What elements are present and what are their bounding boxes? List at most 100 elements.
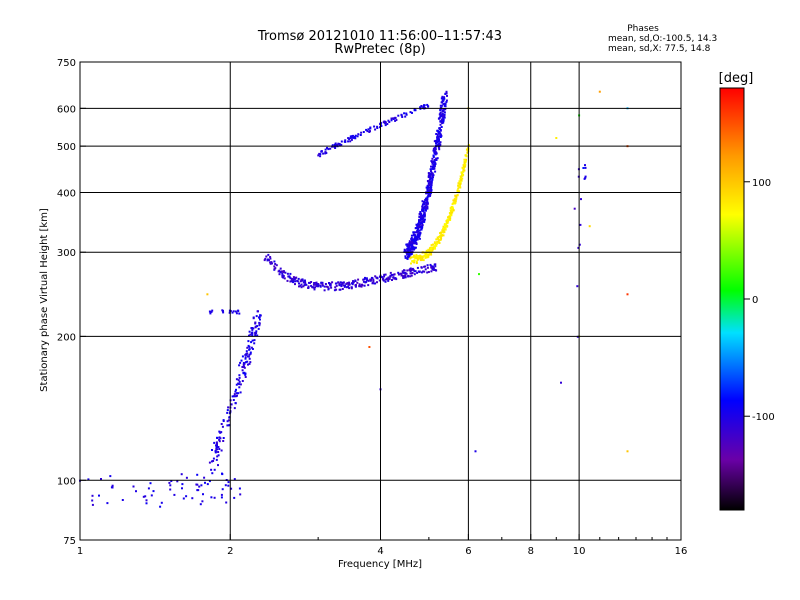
data-point bbox=[441, 95, 444, 98]
data-point bbox=[342, 281, 345, 284]
data-point bbox=[345, 286, 348, 289]
data-point bbox=[428, 190, 431, 193]
data-point bbox=[324, 283, 327, 285]
data-point bbox=[424, 256, 427, 259]
data-point bbox=[267, 253, 270, 256]
data-point bbox=[160, 501, 163, 504]
data-point bbox=[278, 269, 281, 272]
data-point bbox=[347, 283, 350, 286]
data-point bbox=[445, 222, 448, 225]
data-point bbox=[431, 178, 434, 181]
data-point bbox=[438, 135, 441, 138]
data-point bbox=[210, 468, 213, 471]
data-point bbox=[202, 493, 204, 496]
data-point bbox=[320, 281, 323, 284]
data-point bbox=[442, 227, 445, 230]
data-point bbox=[415, 227, 418, 229]
data-point bbox=[412, 234, 415, 237]
data-point bbox=[439, 109, 442, 111]
data-point bbox=[100, 478, 102, 480]
data-point bbox=[217, 451, 220, 453]
data-point bbox=[397, 273, 400, 276]
data-point bbox=[427, 186, 430, 189]
data-point bbox=[428, 249, 431, 252]
data-point bbox=[426, 196, 429, 199]
data-point bbox=[424, 268, 427, 271]
data-point bbox=[442, 103, 445, 106]
data-point bbox=[412, 231, 415, 234]
data-point bbox=[361, 284, 364, 287]
data-point bbox=[354, 137, 357, 140]
data-point bbox=[247, 363, 249, 366]
data-point bbox=[416, 233, 419, 236]
data-point bbox=[443, 223, 446, 226]
colorbar bbox=[720, 88, 744, 510]
data-point bbox=[463, 165, 466, 168]
data-point bbox=[420, 225, 423, 228]
data-point bbox=[308, 281, 310, 284]
x-tick-label: 4 bbox=[377, 546, 383, 557]
data-point bbox=[365, 277, 368, 280]
data-point bbox=[439, 123, 442, 126]
data-point bbox=[424, 254, 427, 257]
data-point bbox=[403, 112, 406, 115]
data-point bbox=[416, 266, 419, 269]
data-point bbox=[240, 359, 243, 362]
data-point bbox=[461, 166, 464, 169]
data-point bbox=[372, 280, 375, 283]
data-point bbox=[555, 137, 558, 139]
data-point bbox=[422, 255, 425, 258]
data-point bbox=[383, 120, 386, 123]
data-point bbox=[244, 357, 247, 360]
data-point bbox=[410, 268, 413, 271]
data-point bbox=[577, 246, 580, 249]
data-point bbox=[424, 197, 427, 200]
data-point bbox=[449, 212, 452, 215]
data-point bbox=[435, 140, 437, 143]
data-point bbox=[449, 209, 452, 212]
data-point bbox=[456, 189, 459, 192]
data-point bbox=[269, 256, 272, 258]
data-point bbox=[343, 140, 346, 143]
data-point bbox=[434, 148, 437, 151]
data-point bbox=[286, 279, 289, 282]
data-point bbox=[412, 246, 415, 249]
data-point bbox=[416, 257, 419, 260]
data-point bbox=[378, 275, 381, 278]
data-point bbox=[442, 99, 445, 102]
data-point bbox=[317, 283, 320, 285]
data-point bbox=[282, 274, 285, 277]
data-point bbox=[423, 265, 426, 268]
data-point bbox=[411, 272, 414, 274]
y-tick-label: 75 bbox=[63, 536, 76, 547]
data-point bbox=[314, 286, 317, 289]
data-point bbox=[152, 490, 155, 493]
data-point bbox=[433, 247, 436, 250]
grid-lines bbox=[80, 62, 681, 540]
data-point bbox=[560, 381, 562, 384]
data-point bbox=[149, 482, 152, 485]
data-point bbox=[427, 192, 430, 195]
data-point bbox=[406, 269, 409, 272]
data-point bbox=[211, 460, 213, 463]
data-point bbox=[390, 117, 393, 120]
data-point bbox=[454, 194, 457, 197]
data-point bbox=[436, 144, 439, 147]
data-point bbox=[437, 140, 440, 143]
data-point bbox=[442, 225, 445, 228]
data-point bbox=[437, 117, 440, 120]
data-point bbox=[275, 264, 278, 267]
data-point bbox=[408, 244, 411, 247]
data-point bbox=[418, 254, 421, 257]
data-point bbox=[449, 207, 452, 210]
colorbar-ticks: 100 0 -100 bbox=[744, 178, 775, 423]
data-point bbox=[335, 288, 338, 291]
data-point bbox=[247, 355, 249, 358]
data-point bbox=[303, 284, 306, 287]
data-point bbox=[408, 255, 411, 257]
data-point bbox=[411, 260, 414, 263]
data-point bbox=[415, 223, 418, 226]
data-point bbox=[431, 268, 434, 271]
data-point bbox=[429, 188, 432, 191]
data-point bbox=[430, 266, 433, 269]
